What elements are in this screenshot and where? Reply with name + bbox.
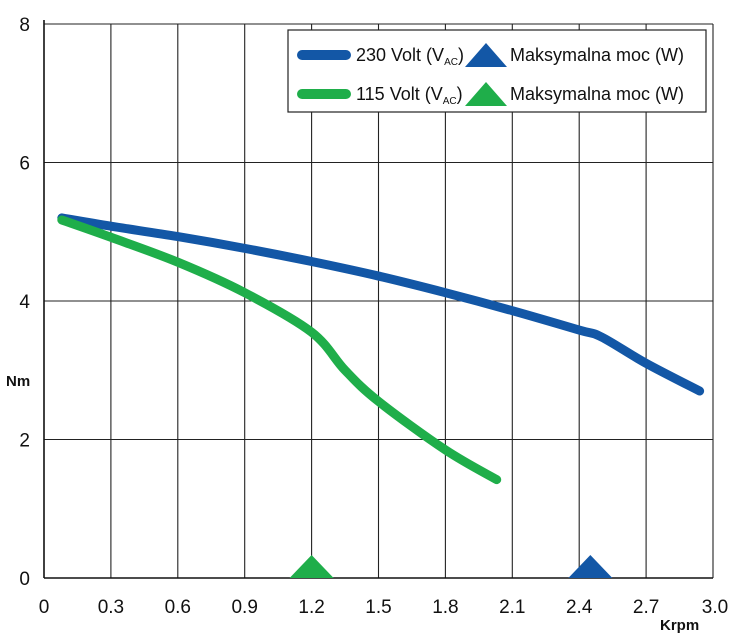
y-tick-label: 6 [19,154,30,175]
legend: 230 Volt (VAC) Maksymalna moc (W) 115 Volt… [287,29,707,113]
legend-marker-label: Maksymalna moc (W) [510,84,684,104]
legend-swatch-triangle [465,43,507,67]
x-tick-label: 2.7 [633,597,659,618]
y-tick-label: 8 [19,15,30,36]
y-axis-label: Nm [6,373,30,390]
legend-series-label: 115 Volt (VAC) [356,84,463,107]
max-power-markers [289,555,613,578]
x-tick-label: 1.2 [298,597,324,618]
series-line-230v [57,213,705,396]
x-tick-label: 2.4 [566,597,593,618]
x-tick-label: 3.0 [702,597,728,618]
x-axis-label: Krpm [660,617,699,634]
legend-marker-label: Maksymalna moc (W) [510,45,684,65]
x-tick-label: 0 [39,597,50,618]
y-tick-label: 0 [19,569,30,590]
grid-lines [44,23,714,578]
y-tick-labels: 0 2 4 6 8 [19,15,30,590]
legend-series-label: 230 Volt (VAC) [356,45,464,68]
x-tick-label: 1.8 [432,597,458,618]
x-tick-label: 1.5 [365,597,391,618]
series-line-115v [57,215,502,485]
max-power-marker-230v [568,555,613,578]
x-tick-label: 0.3 [98,597,124,618]
max-power-marker-115v [289,555,334,578]
x-tick-label: 0.6 [165,597,191,618]
x-tick-labels: 0 0.3 0.6 0.9 1.2 1.5 1.8 2.1 2.4 2.7 3.0 [39,597,729,618]
y-tick-label: 2 [19,431,30,452]
x-tick-label: 0.9 [231,597,257,618]
series-lines [57,213,705,485]
y-tick-label: 4 [19,292,30,313]
x-tick-label: 2.1 [499,597,525,618]
legend-swatch-triangle [465,82,507,106]
